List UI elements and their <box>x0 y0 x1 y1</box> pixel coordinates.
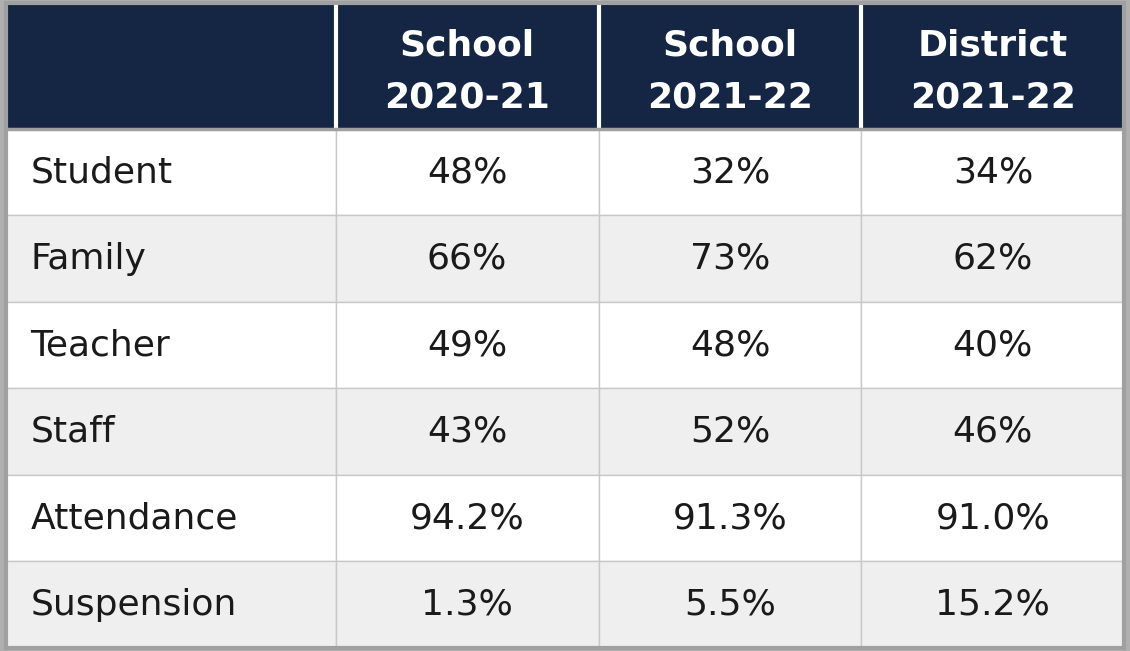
Bar <box>336 3 599 129</box>
Bar <box>336 561 599 648</box>
Text: 66%: 66% <box>427 242 507 275</box>
Text: 52%: 52% <box>689 415 771 449</box>
Text: 43%: 43% <box>427 415 507 449</box>
Bar <box>6 389 336 475</box>
Text: 32%: 32% <box>689 155 771 189</box>
Bar <box>6 302 336 389</box>
Text: 2020-21: 2020-21 <box>384 80 550 115</box>
Text: 73%: 73% <box>689 242 771 275</box>
Bar <box>336 129 599 215</box>
Bar <box>861 215 1124 302</box>
Bar <box>6 129 336 215</box>
Text: 34%: 34% <box>953 155 1033 189</box>
Bar <box>336 302 599 389</box>
Bar <box>336 389 599 475</box>
Text: 2021-22: 2021-22 <box>910 80 1076 115</box>
Text: Suspension: Suspension <box>31 587 237 622</box>
Text: 46%: 46% <box>953 415 1033 449</box>
Text: Teacher: Teacher <box>31 328 171 362</box>
Text: 91.3%: 91.3% <box>672 501 788 535</box>
Text: 40%: 40% <box>953 328 1033 362</box>
Bar <box>599 561 861 648</box>
Bar <box>6 3 336 129</box>
Text: 49%: 49% <box>427 328 507 362</box>
Text: 62%: 62% <box>953 242 1033 275</box>
Text: 15.2%: 15.2% <box>936 587 1051 622</box>
Bar <box>599 475 861 561</box>
Text: District: District <box>918 28 1068 62</box>
Text: 48%: 48% <box>689 328 771 362</box>
Bar <box>861 302 1124 389</box>
Bar <box>336 215 599 302</box>
Text: Student: Student <box>31 155 173 189</box>
Bar <box>861 389 1124 475</box>
Text: 2021-22: 2021-22 <box>647 80 812 115</box>
Bar <box>6 215 336 302</box>
Bar <box>861 475 1124 561</box>
Text: Staff: Staff <box>31 415 115 449</box>
Bar <box>599 215 861 302</box>
Bar <box>861 3 1124 129</box>
Text: 48%: 48% <box>427 155 507 189</box>
Bar <box>336 475 599 561</box>
Text: Attendance: Attendance <box>31 501 238 535</box>
Bar <box>6 561 336 648</box>
Text: 5.5%: 5.5% <box>684 587 776 622</box>
Bar <box>861 561 1124 648</box>
Text: School: School <box>400 28 534 62</box>
Text: Family: Family <box>31 242 147 275</box>
Bar <box>6 475 336 561</box>
Bar <box>599 302 861 389</box>
Text: 94.2%: 94.2% <box>410 501 524 535</box>
Bar <box>599 389 861 475</box>
Bar <box>599 3 861 129</box>
Bar <box>861 129 1124 215</box>
Text: School: School <box>662 28 798 62</box>
Text: 1.3%: 1.3% <box>421 587 513 622</box>
Bar <box>599 129 861 215</box>
Text: 91.0%: 91.0% <box>936 501 1050 535</box>
